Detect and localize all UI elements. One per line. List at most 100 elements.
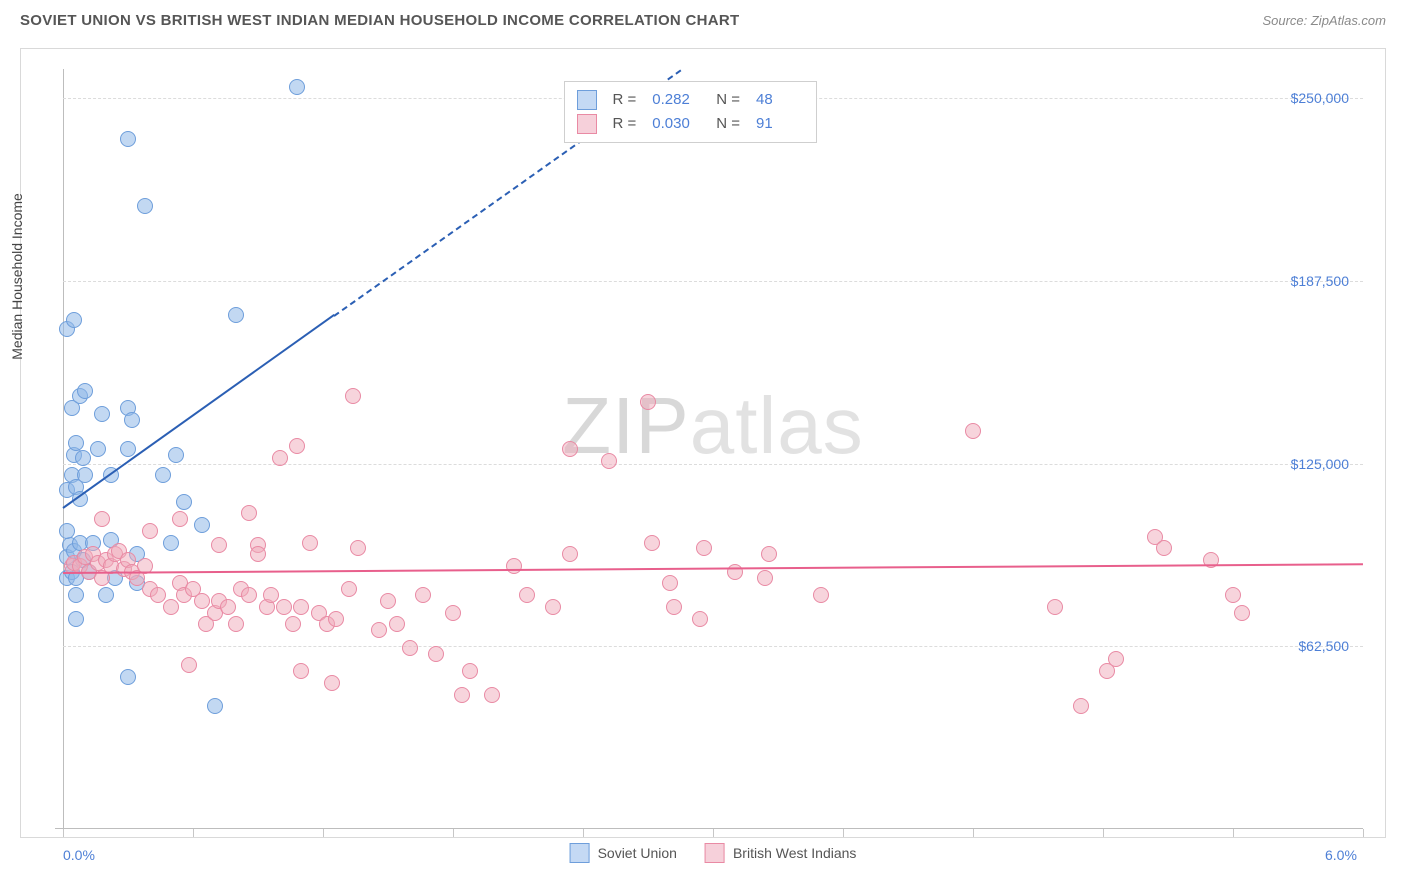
scatter-point <box>696 540 712 556</box>
scatter-point <box>228 307 244 323</box>
x-axis-line <box>55 828 1363 829</box>
scatter-point <box>94 406 110 422</box>
y-tick-label: $250,000 <box>1291 90 1349 106</box>
scatter-point <box>1234 605 1250 621</box>
scatter-point <box>644 535 660 551</box>
scatter-point <box>415 587 431 603</box>
scatter-point <box>445 605 461 621</box>
y-tick-label: $187,500 <box>1291 273 1349 289</box>
scatter-point <box>965 423 981 439</box>
scatter-point <box>163 535 179 551</box>
chart-container: Median Household Income ZIPatlas $62,500… <box>20 48 1386 838</box>
scatter-point <box>1073 698 1089 714</box>
scatter-point <box>77 467 93 483</box>
scatter-point <box>75 450 91 466</box>
scatter-point <box>341 581 357 597</box>
y-tick-label: $62,500 <box>1298 638 1349 654</box>
scatter-point <box>1225 587 1241 603</box>
legend-r-value: 0.282 <box>652 88 700 112</box>
scatter-point <box>66 312 82 328</box>
scatter-point <box>272 450 288 466</box>
scatter-point <box>692 611 708 627</box>
series-legend-row: Soviet Union <box>570 843 677 863</box>
scatter-point <box>640 394 656 410</box>
scatter-point <box>194 593 210 609</box>
x-tick <box>1103 829 1104 837</box>
scatter-point <box>1047 599 1063 615</box>
scatter-point <box>454 687 470 703</box>
scatter-point <box>263 587 279 603</box>
x-tick <box>1233 829 1234 837</box>
series-legend: Soviet Union British West Indians <box>570 843 857 863</box>
watermark-thin: atlas <box>690 381 864 470</box>
scatter-point <box>519 587 535 603</box>
x-tick <box>323 829 324 837</box>
scatter-point <box>345 388 361 404</box>
scatter-point <box>761 546 777 562</box>
legend-r-label: R = <box>613 112 637 136</box>
scatter-point <box>380 593 396 609</box>
series-legend-row: British West Indians <box>705 843 856 863</box>
x-tick <box>63 829 64 837</box>
x-tick <box>193 829 194 837</box>
scatter-point <box>120 441 136 457</box>
watermark-bold: ZIP <box>562 381 689 470</box>
scatter-point <box>94 511 110 527</box>
scatter-point <box>124 412 140 428</box>
scatter-point <box>506 558 522 574</box>
scatter-point <box>241 587 257 603</box>
x-tick <box>1363 829 1364 837</box>
scatter-point <box>68 435 84 451</box>
scatter-point <box>289 438 305 454</box>
scatter-point <box>302 535 318 551</box>
scatter-point <box>142 523 158 539</box>
scatter-point <box>389 616 405 632</box>
scatter-point <box>276 599 292 615</box>
y-gridline <box>63 464 1363 465</box>
scatter-point <box>150 587 166 603</box>
correlation-legend-row: R =0.282N =48 <box>577 88 805 112</box>
y-gridline <box>63 281 1363 282</box>
legend-swatch <box>705 843 725 863</box>
scatter-point <box>168 447 184 463</box>
scatter-point <box>285 616 301 632</box>
plot-area: ZIPatlas $62,500$125,000$187,500$250,000… <box>63 69 1363 829</box>
y-gridline <box>63 646 1363 647</box>
scatter-point <box>155 467 171 483</box>
x-tick-label: 6.0% <box>1325 847 1357 863</box>
y-axis-line <box>63 69 64 837</box>
scatter-point <box>545 599 561 615</box>
series-legend-label: British West Indians <box>733 845 856 861</box>
scatter-point <box>757 570 773 586</box>
x-tick <box>713 829 714 837</box>
scatter-point <box>250 546 266 562</box>
scatter-point <box>120 669 136 685</box>
legend-swatch <box>577 114 597 134</box>
scatter-point <box>324 675 340 691</box>
scatter-point <box>484 687 500 703</box>
scatter-point <box>813 587 829 603</box>
scatter-point <box>601 453 617 469</box>
scatter-point <box>350 540 366 556</box>
scatter-point <box>328 611 344 627</box>
scatter-point <box>90 441 106 457</box>
legend-n-label: N = <box>716 88 740 112</box>
scatter-point <box>68 611 84 627</box>
legend-swatch <box>577 90 597 110</box>
series-legend-label: Soviet Union <box>598 845 677 861</box>
trend-line <box>63 563 1363 574</box>
x-tick <box>453 829 454 837</box>
legend-r-value: 0.030 <box>652 112 700 136</box>
scatter-point <box>98 587 114 603</box>
source-attribution: Source: ZipAtlas.com <box>1262 13 1386 28</box>
source-prefix: Source: <box>1262 13 1310 28</box>
scatter-point <box>207 698 223 714</box>
scatter-point <box>137 198 153 214</box>
scatter-point <box>163 599 179 615</box>
scatter-point <box>289 79 305 95</box>
y-axis-label: Median Household Income <box>9 193 25 360</box>
scatter-point <box>59 523 75 539</box>
scatter-point <box>1108 651 1124 667</box>
scatter-point <box>462 663 478 679</box>
x-tick <box>583 829 584 837</box>
